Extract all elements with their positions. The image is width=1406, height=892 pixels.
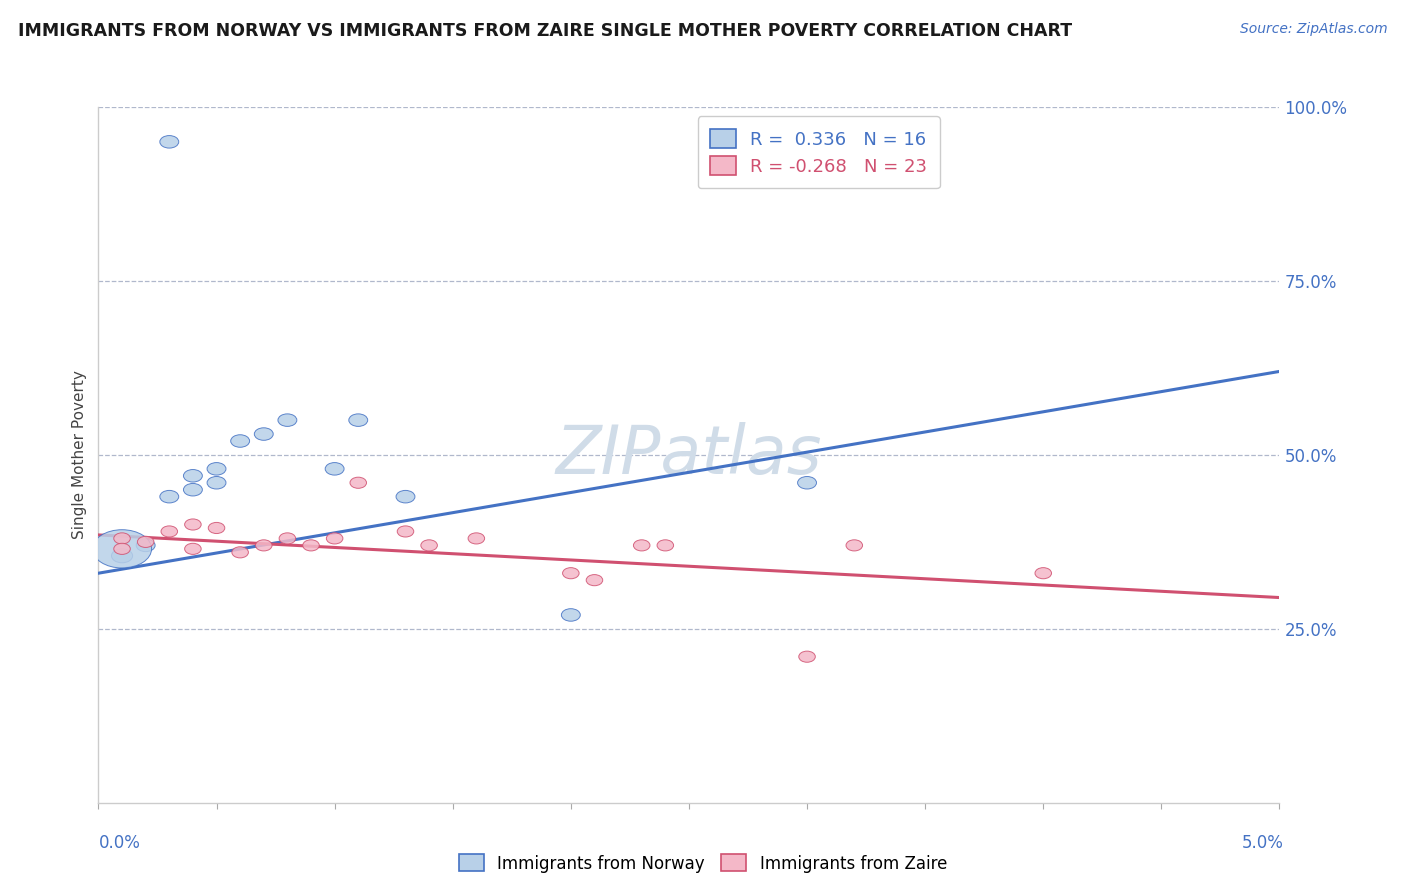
Ellipse shape <box>254 428 273 441</box>
Text: IMMIGRANTS FROM NORWAY VS IMMIGRANTS FROM ZAIRE SINGLE MOTHER POVERTY CORRELATIO: IMMIGRANTS FROM NORWAY VS IMMIGRANTS FRO… <box>18 22 1073 40</box>
Legend: R =  0.336   N = 16, R = -0.268   N = 23: R = 0.336 N = 16, R = -0.268 N = 23 <box>697 116 939 188</box>
Ellipse shape <box>1035 567 1052 579</box>
Ellipse shape <box>160 491 179 503</box>
Ellipse shape <box>111 549 132 563</box>
Ellipse shape <box>350 477 367 488</box>
Ellipse shape <box>349 414 368 426</box>
Ellipse shape <box>799 651 815 662</box>
Ellipse shape <box>114 543 131 555</box>
Text: Source: ZipAtlas.com: Source: ZipAtlas.com <box>1240 22 1388 37</box>
Ellipse shape <box>93 530 152 568</box>
Ellipse shape <box>657 540 673 551</box>
Ellipse shape <box>797 476 817 489</box>
Ellipse shape <box>420 540 437 551</box>
Text: 0.0%: 0.0% <box>98 834 141 852</box>
Ellipse shape <box>634 540 650 551</box>
Ellipse shape <box>398 526 413 537</box>
Ellipse shape <box>114 533 131 544</box>
Ellipse shape <box>231 434 250 447</box>
Ellipse shape <box>160 136 179 148</box>
Text: 5.0%: 5.0% <box>1241 834 1284 852</box>
Ellipse shape <box>207 463 226 475</box>
Ellipse shape <box>256 540 271 551</box>
Ellipse shape <box>468 533 485 544</box>
Ellipse shape <box>302 540 319 551</box>
Ellipse shape <box>184 519 201 530</box>
Ellipse shape <box>396 491 415 503</box>
Ellipse shape <box>183 469 202 482</box>
Ellipse shape <box>183 483 202 496</box>
Ellipse shape <box>136 539 155 551</box>
Ellipse shape <box>278 414 297 426</box>
Ellipse shape <box>561 608 581 621</box>
Ellipse shape <box>562 567 579 579</box>
Ellipse shape <box>162 526 177 537</box>
Ellipse shape <box>207 476 226 489</box>
Text: ZIPatlas: ZIPatlas <box>555 422 823 488</box>
Ellipse shape <box>138 536 153 548</box>
Ellipse shape <box>208 523 225 533</box>
Ellipse shape <box>326 533 343 544</box>
Ellipse shape <box>586 574 603 586</box>
Legend: Immigrants from Norway, Immigrants from Zaire: Immigrants from Norway, Immigrants from … <box>453 847 953 880</box>
Ellipse shape <box>280 533 295 544</box>
Y-axis label: Single Mother Poverty: Single Mother Poverty <box>72 370 87 540</box>
Ellipse shape <box>184 543 201 555</box>
Ellipse shape <box>846 540 862 551</box>
Ellipse shape <box>325 463 344 475</box>
Ellipse shape <box>232 547 249 558</box>
